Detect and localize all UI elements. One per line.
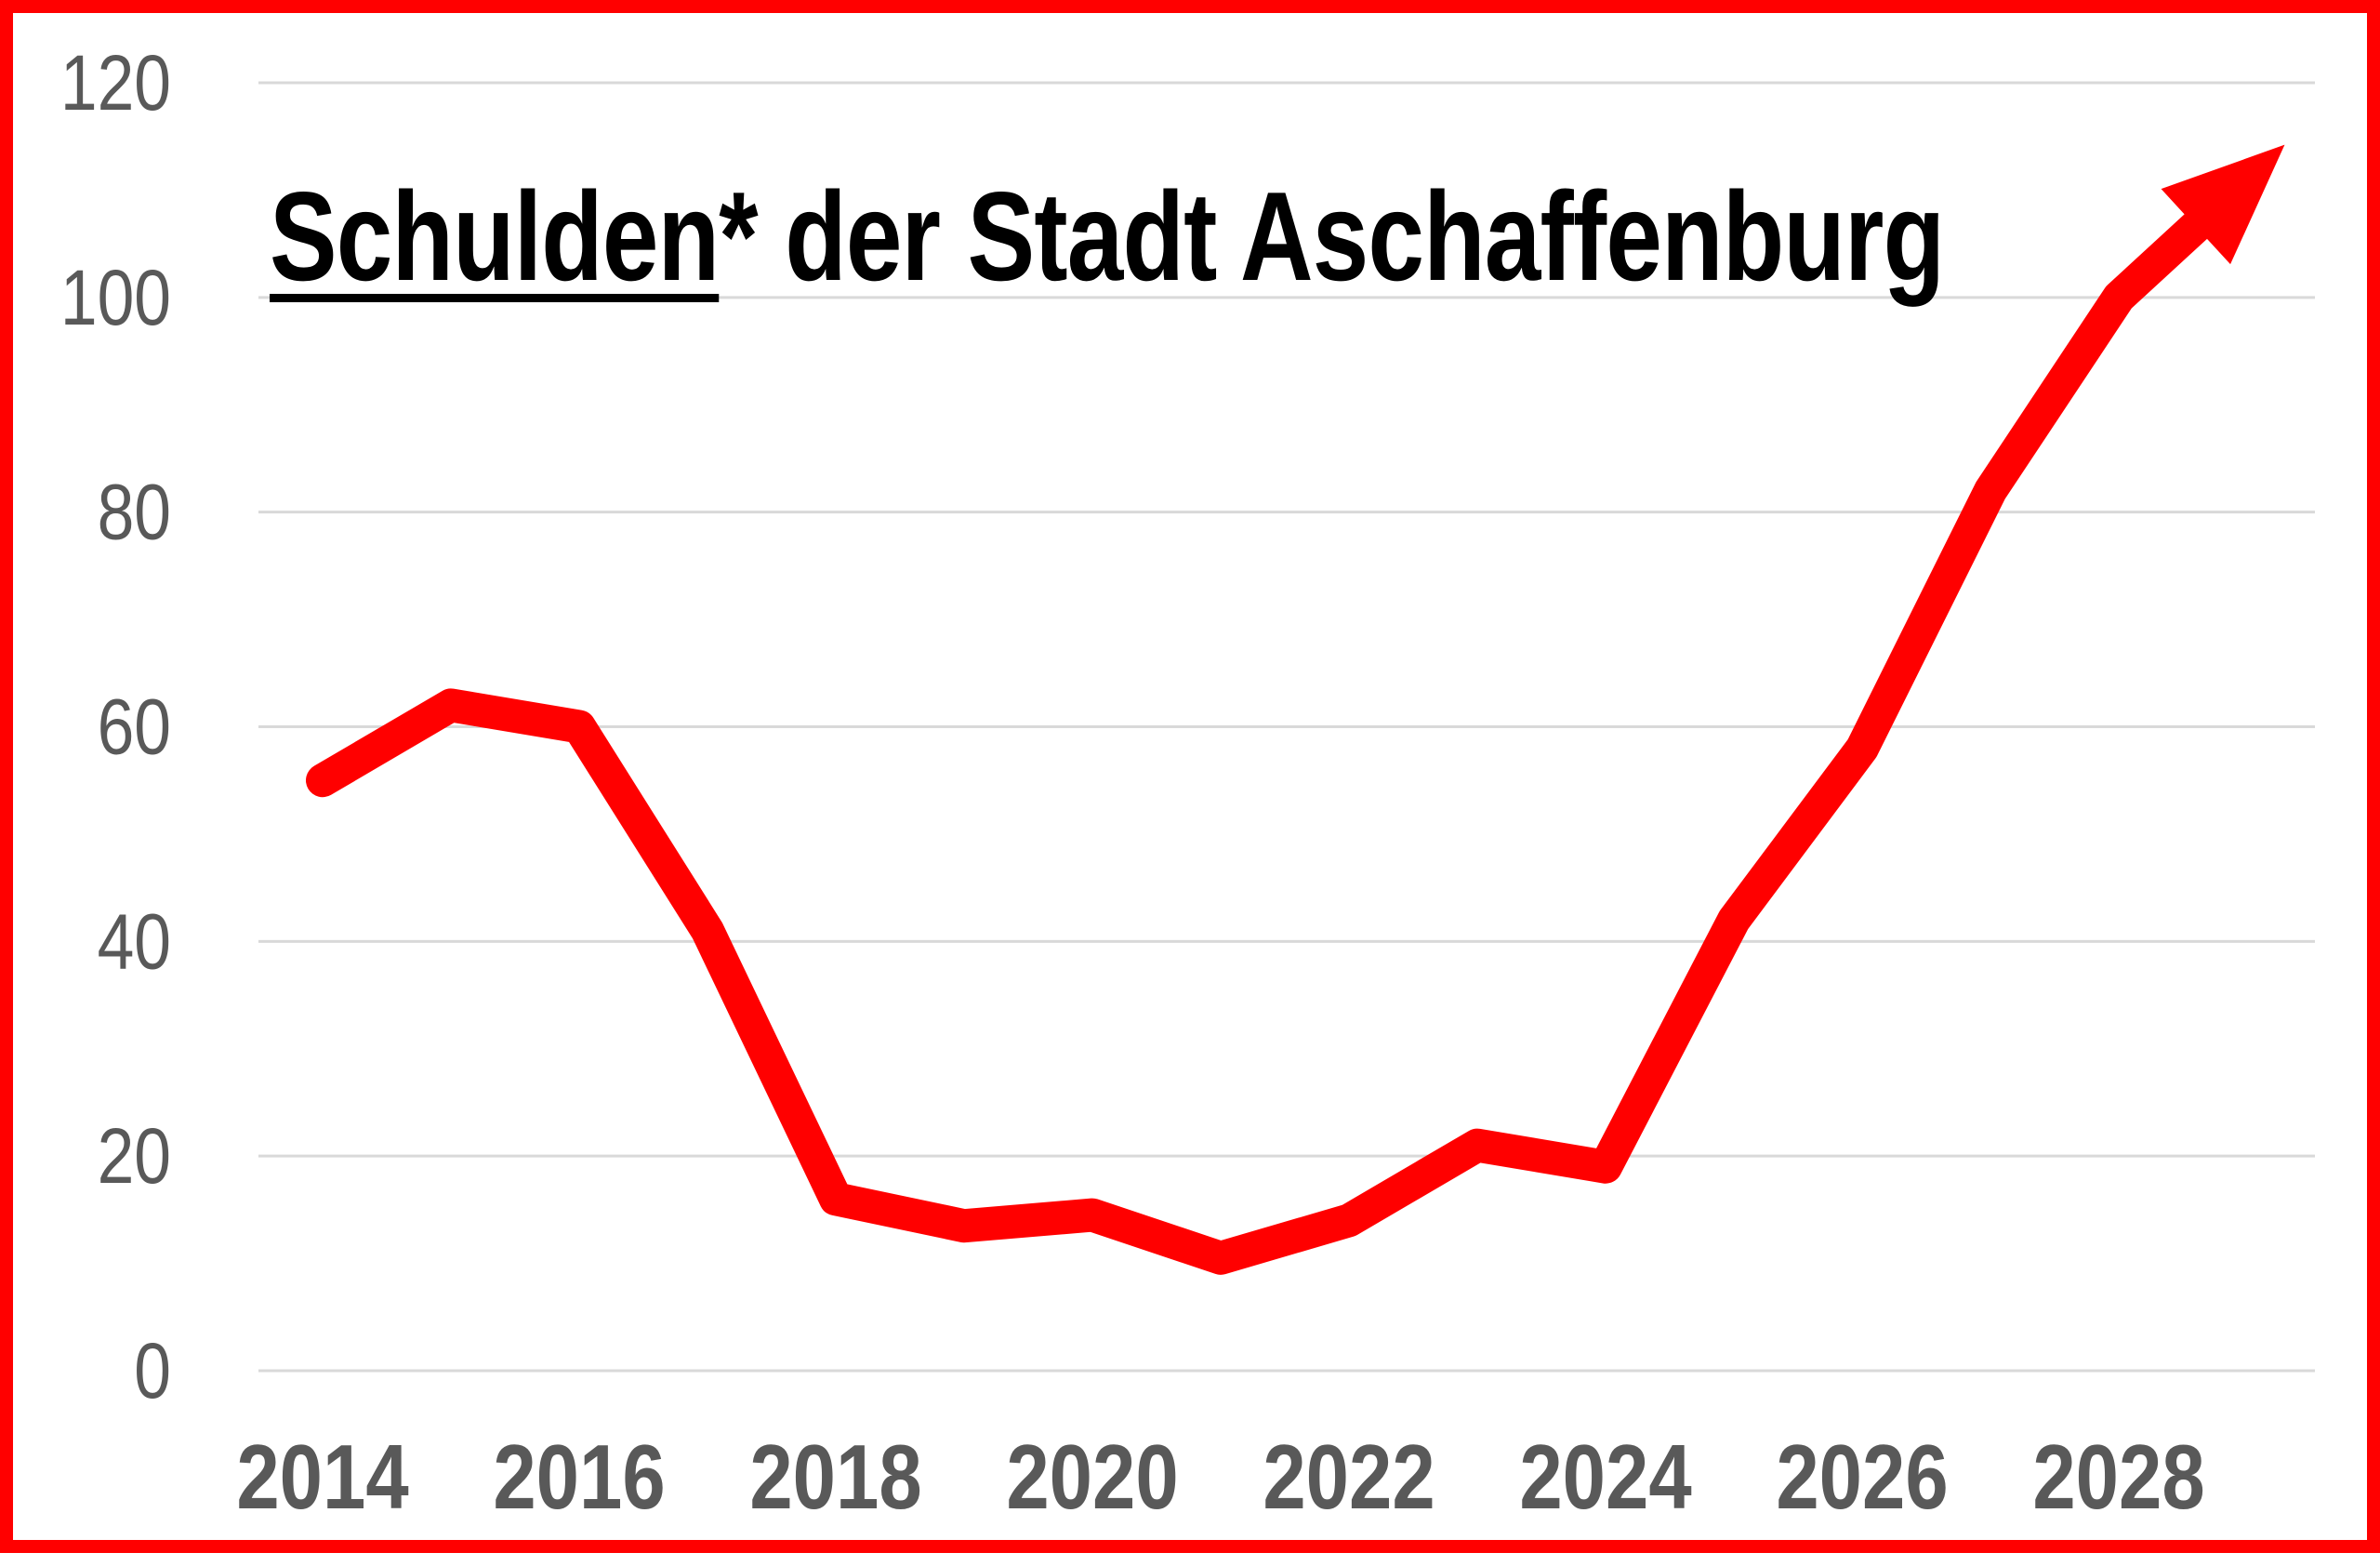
y-axis-tick-label: 60 [98, 683, 171, 771]
debt-series-line [306, 162, 2264, 1275]
y-axis-tick-label: 120 [60, 38, 171, 126]
x-axis: 2014 2016 2018 2020 2022 2024 2026 2028 [236, 1427, 2204, 1529]
x-axis-tick-label: 2024 [1519, 1427, 1692, 1529]
x-axis-tick-label: 2026 [1776, 1427, 1948, 1529]
x-axis-tick-label: 2016 [493, 1427, 665, 1529]
x-axis-tick-label: 2028 [2032, 1427, 2204, 1529]
gridlines [258, 81, 2315, 1373]
y-axis-tick-label: 20 [98, 1112, 171, 1201]
y-axis: 0 20 40 60 80 100 120 [60, 38, 171, 1414]
x-axis-tick-label: 2014 [236, 1427, 409, 1529]
x-axis-tick-label: 2022 [1263, 1427, 1435, 1529]
chart-title: Schulden* der Stadt Aschaffenburg [270, 173, 1945, 299]
title-rest: * der Stadt Aschaffenburg [719, 166, 1945, 307]
y-axis-tick-label: 40 [98, 897, 171, 986]
x-axis-tick-label: 2020 [1006, 1427, 1178, 1529]
x-axis-tick-label: 2018 [749, 1427, 921, 1529]
debt-line-chart: 0 20 40 60 80 100 120 2014 2016 2018 2020 2022 2024… [60, 38, 2315, 1529]
arrow-head-icon [2161, 144, 2285, 265]
y-axis-tick-label: 0 [134, 1326, 171, 1414]
y-axis-tick-label: 80 [98, 468, 171, 556]
y-axis-tick-label: 100 [60, 253, 171, 341]
title-underlined-word: Schulden [270, 166, 720, 307]
